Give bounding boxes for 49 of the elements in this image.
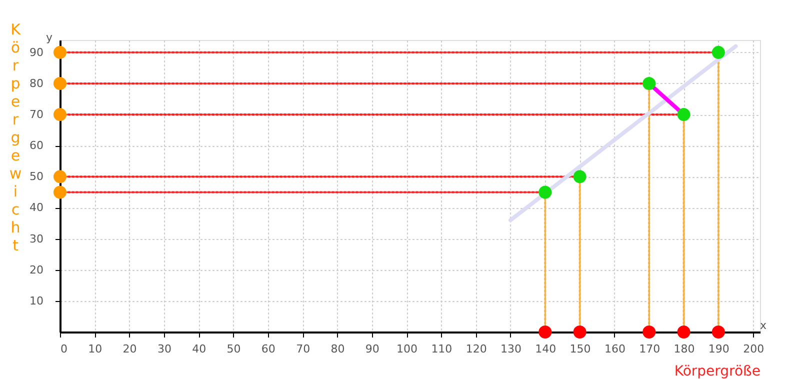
point	[53, 46, 67, 59]
point	[538, 325, 552, 339]
point	[573, 325, 586, 339]
point	[677, 108, 690, 122]
point	[677, 325, 690, 339]
x-tick-label: 50	[226, 342, 241, 356]
y-tick-label: 40	[30, 201, 44, 214]
x-tick-label: 140	[535, 342, 556, 356]
y-tick-label: 30	[30, 232, 44, 246]
x-tick-label: 30	[157, 342, 172, 356]
x-tick-label: 0	[60, 342, 68, 356]
x-tick-label: 130	[500, 342, 522, 356]
y-tick-label: 80	[30, 76, 44, 90]
point	[642, 76, 656, 90]
x-tick-label: 60	[261, 342, 276, 356]
x-tick-label: 20	[122, 342, 137, 356]
x-tick-label: 150	[570, 342, 591, 356]
point	[53, 186, 67, 199]
point	[573, 170, 586, 184]
text: y	[46, 31, 53, 44]
x-tick-label: 110	[431, 342, 452, 356]
annotation: x	[760, 319, 767, 332]
x-tick-label: 180	[674, 342, 695, 356]
x-tick-label: 160	[604, 342, 626, 356]
y-tick-label: 10	[30, 294, 44, 308]
x-tick-label: 90	[365, 342, 380, 356]
point	[712, 46, 725, 59]
point	[642, 325, 656, 339]
x-tick-label: 100	[396, 342, 418, 356]
point	[53, 108, 67, 122]
y-tick-label: 20	[30, 263, 44, 276]
y-tick-label: 60	[30, 139, 44, 152]
y-tick-label: 90	[30, 46, 44, 59]
x-tick-label: 200	[743, 342, 764, 356]
x-tick-label: 70	[296, 342, 310, 356]
point	[538, 186, 552, 199]
x-tick-label: 170	[639, 342, 660, 356]
x-tick-label: 40	[192, 342, 206, 356]
x-tick-label: 120	[466, 342, 487, 356]
point	[712, 325, 725, 339]
y-tick-label: 50	[30, 170, 44, 184]
y-tick-label: 70	[30, 108, 44, 122]
text: Körpergewicht	[9, 20, 22, 254]
point	[53, 76, 67, 90]
x-tick-label: 190	[708, 342, 730, 356]
point	[53, 170, 67, 184]
x-tick-label: 10	[88, 342, 102, 356]
x-tick-label: 80	[330, 342, 345, 356]
x-axis-title: Körpergröße	[674, 364, 760, 379]
